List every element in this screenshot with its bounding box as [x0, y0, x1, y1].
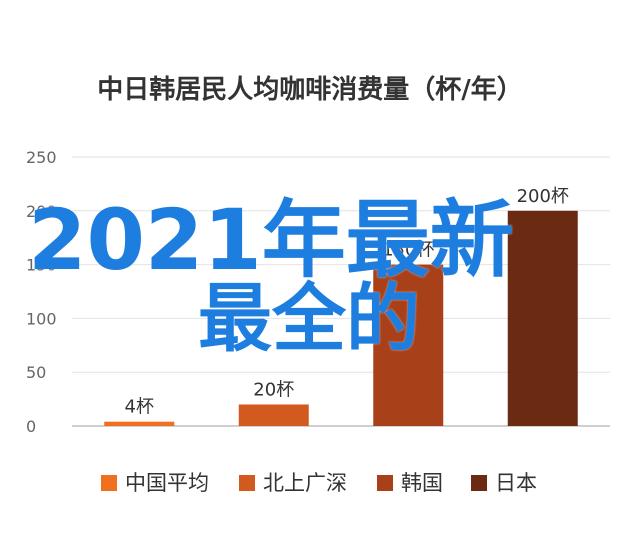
legend-swatch: [101, 475, 117, 491]
chart-title: 中日韩居民人均咖啡消费量（杯/年）: [97, 74, 523, 105]
y-tick-label: 200: [26, 202, 57, 221]
legend-label: 日本: [495, 471, 537, 495]
legend-swatch: [239, 475, 255, 491]
bar: [373, 264, 444, 426]
bar: [238, 404, 309, 426]
data-label: 200杯: [517, 186, 569, 207]
data-label: 20杯: [253, 379, 294, 400]
legend-label: 中国平均: [125, 471, 209, 495]
bar: [507, 210, 578, 426]
y-tick-label: 50: [26, 363, 46, 382]
data-label: 150杯: [382, 240, 434, 261]
legend-swatch: [377, 475, 393, 491]
legend-label: 北上广深: [263, 471, 347, 495]
y-tick-label: 0: [26, 417, 36, 436]
y-tick-label: 100: [26, 309, 57, 328]
bar: [104, 421, 175, 426]
legend-label: 韩国: [401, 471, 443, 495]
legend-swatch: [471, 475, 487, 491]
y-tick-label: 250: [26, 148, 57, 167]
data-label: 4杯: [125, 397, 154, 418]
y-tick-label: 150: [26, 256, 57, 275]
